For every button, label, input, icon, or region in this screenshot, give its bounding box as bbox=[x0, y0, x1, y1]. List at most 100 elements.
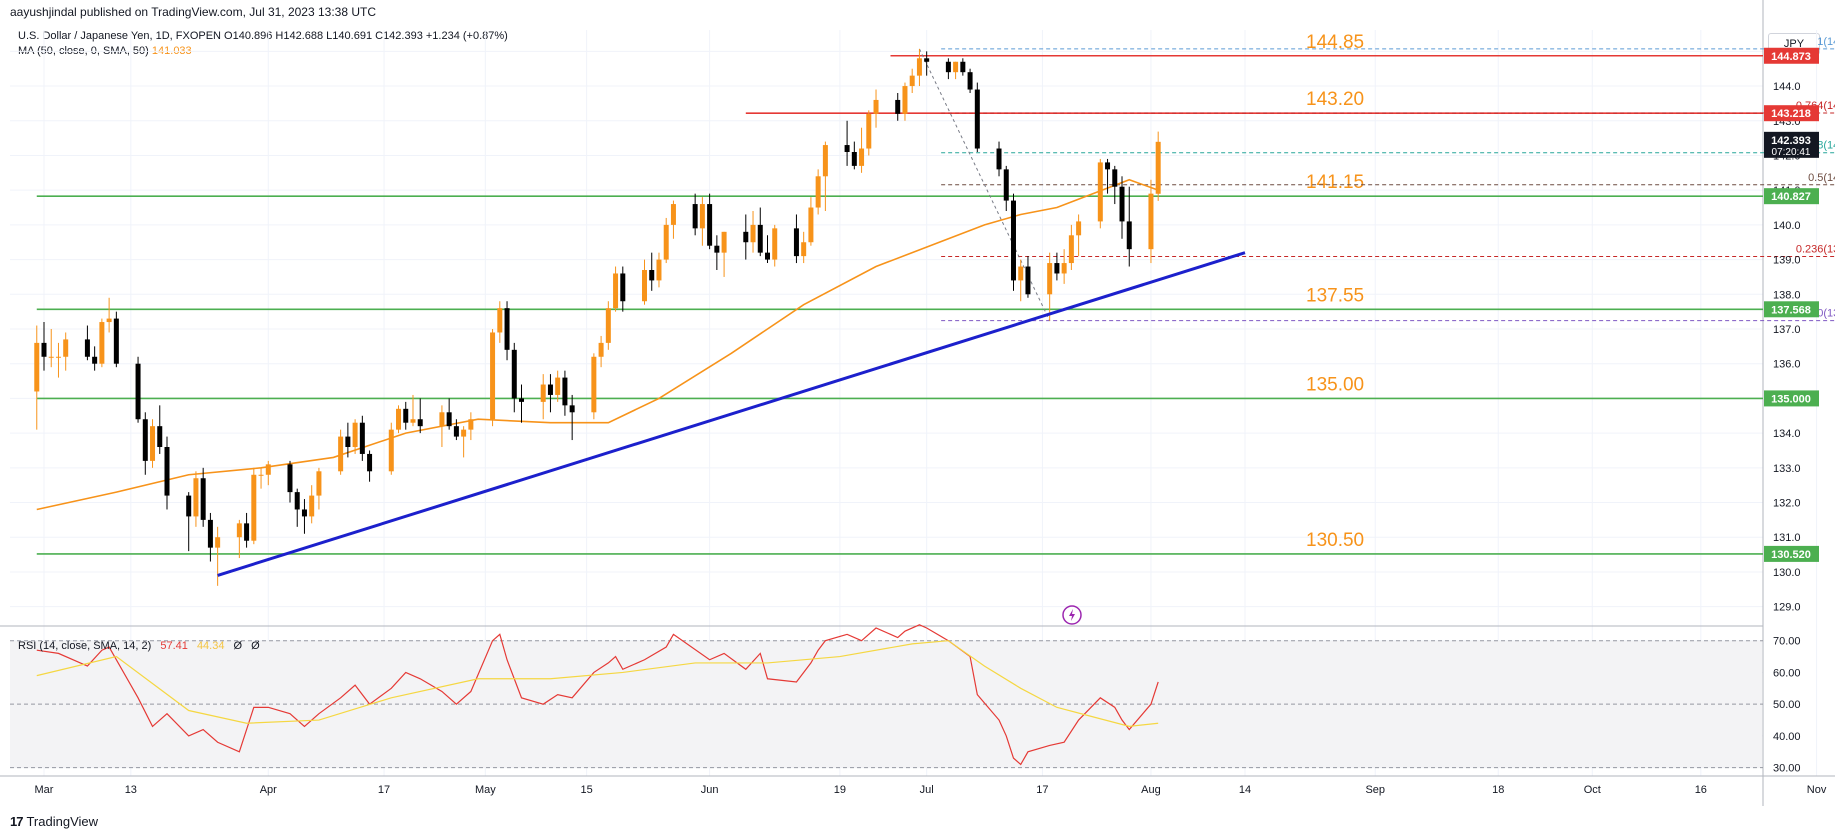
rsi-tick-label: 30.00 bbox=[1773, 763, 1801, 775]
candle-body bbox=[808, 207, 814, 243]
fib-label: 1(145.070) bbox=[1817, 36, 1835, 48]
time-tick-label: 17 bbox=[378, 784, 390, 796]
candle-body bbox=[1018, 266, 1024, 281]
candle-body bbox=[164, 447, 170, 496]
candle-body bbox=[620, 273, 626, 302]
level-label: 137.55 bbox=[1306, 285, 1364, 306]
candle-body bbox=[547, 384, 553, 395]
candle-body bbox=[815, 176, 821, 208]
candle-body bbox=[403, 408, 409, 423]
flash-icon[interactable] bbox=[1062, 605, 1082, 625]
candle-body bbox=[692, 204, 698, 229]
last-price-text: 142.393 bbox=[1771, 135, 1811, 147]
candle-body bbox=[439, 412, 445, 427]
candle-body bbox=[186, 495, 192, 517]
support-trendline bbox=[217, 251, 1246, 577]
candle-body bbox=[1119, 186, 1125, 222]
candle-body bbox=[1003, 169, 1009, 201]
candle-body bbox=[1061, 263, 1067, 274]
candle-body bbox=[446, 412, 452, 427]
candle-body bbox=[555, 377, 561, 395]
candle-body bbox=[41, 342, 47, 357]
candle-body bbox=[996, 148, 1002, 170]
candle-body bbox=[251, 474, 257, 541]
level-axis-box bbox=[1764, 301, 1819, 318]
candle-body bbox=[670, 204, 676, 225]
symbol-legend[interactable]: U.S. Dollar / Japanese Yen, 1D, FXOPEN O… bbox=[18, 30, 508, 42]
candle-body bbox=[642, 270, 648, 302]
candle-body bbox=[142, 419, 148, 461]
candle-body bbox=[1097, 162, 1103, 222]
candle-body bbox=[359, 422, 365, 454]
candle-body bbox=[916, 58, 922, 76]
candle-body bbox=[953, 61, 959, 73]
candle-body bbox=[511, 349, 517, 399]
price-tick-label: 130.0 bbox=[1773, 567, 1801, 579]
candle-body bbox=[84, 339, 90, 357]
candle-body bbox=[707, 204, 713, 246]
time-tick-label: 18 bbox=[1492, 784, 1504, 796]
candle-body bbox=[598, 342, 604, 357]
rsi-tick-label: 40.00 bbox=[1773, 731, 1801, 743]
candle-body bbox=[461, 429, 467, 437]
candle-body bbox=[417, 419, 423, 427]
rsi-layer bbox=[10, 624, 1763, 769]
candle-body bbox=[135, 363, 141, 420]
candle-body bbox=[99, 322, 105, 364]
publisher-line: aayushjindal published on TradingView.co… bbox=[10, 5, 377, 19]
candle-body bbox=[895, 99, 901, 114]
brand[interactable]: 17 TradingView bbox=[10, 814, 98, 829]
candle-body bbox=[338, 436, 344, 472]
candle-body bbox=[258, 474, 264, 476]
price-tick-label: 131.0 bbox=[1773, 532, 1801, 544]
time-tick-label: 15 bbox=[581, 784, 593, 796]
level-axis-text: 143.218 bbox=[1771, 108, 1811, 120]
candle-body bbox=[388, 429, 394, 472]
last-price-countdown: 07:20:41 bbox=[1772, 147, 1811, 158]
candle-body bbox=[613, 273, 619, 309]
level-axis-box bbox=[1764, 47, 1819, 64]
time-tick-label: 13 bbox=[125, 784, 137, 796]
candles bbox=[34, 48, 1161, 586]
candle-body bbox=[113, 318, 119, 364]
candle-body bbox=[909, 75, 915, 87]
candle-body bbox=[396, 408, 402, 430]
candle-body bbox=[605, 308, 611, 343]
candle-body bbox=[504, 308, 510, 350]
fib-label: 0.236(139.089) bbox=[1796, 243, 1835, 255]
candle-body bbox=[490, 332, 496, 420]
candle-body bbox=[902, 86, 908, 114]
candle-body bbox=[859, 148, 865, 166]
rsi-legend-sma: 44.34 bbox=[197, 640, 225, 652]
level-label: 143.20 bbox=[1306, 89, 1364, 110]
candle-body bbox=[793, 228, 799, 257]
rsi-line bbox=[36, 624, 1159, 766]
candle-body bbox=[345, 436, 351, 447]
candle-body bbox=[765, 252, 770, 260]
rsi-sma-line bbox=[36, 640, 1159, 727]
rsi-legend-na2: Ø bbox=[251, 640, 260, 652]
time-tick-label: Aug bbox=[1141, 784, 1161, 796]
candle-body bbox=[714, 245, 720, 253]
price-tick-label: 138.0 bbox=[1773, 289, 1801, 301]
candle-body bbox=[316, 471, 322, 496]
level-label: 141.15 bbox=[1306, 172, 1364, 193]
candle-body bbox=[301, 509, 307, 517]
candle-body bbox=[540, 384, 546, 402]
candle-body bbox=[519, 398, 525, 402]
rsi-legend[interactable]: RSI (14, close, SMA, 14, 2) 57.41 44.34 … bbox=[18, 640, 260, 652]
price-tick-label: 129.0 bbox=[1773, 602, 1801, 614]
candle-body bbox=[468, 419, 474, 430]
candle-body bbox=[48, 356, 54, 358]
time-tick-label: May bbox=[475, 784, 496, 796]
candle-body bbox=[200, 478, 206, 520]
candle-body bbox=[750, 224, 756, 243]
candle-body bbox=[801, 242, 807, 257]
rsi-tick-label: 70.00 bbox=[1773, 636, 1801, 648]
time-tick-label: 19 bbox=[834, 784, 846, 796]
time-axis: Mar 13 Apr 17 May 15 Jun 19 Jul 17 Aug 14 Sep 18 Oct 16… bbox=[35, 784, 1827, 796]
rsi-tick-label: 60.00 bbox=[1773, 667, 1801, 679]
price-tick-label: 132.0 bbox=[1773, 498, 1801, 510]
trendline-layer bbox=[217, 251, 1246, 577]
